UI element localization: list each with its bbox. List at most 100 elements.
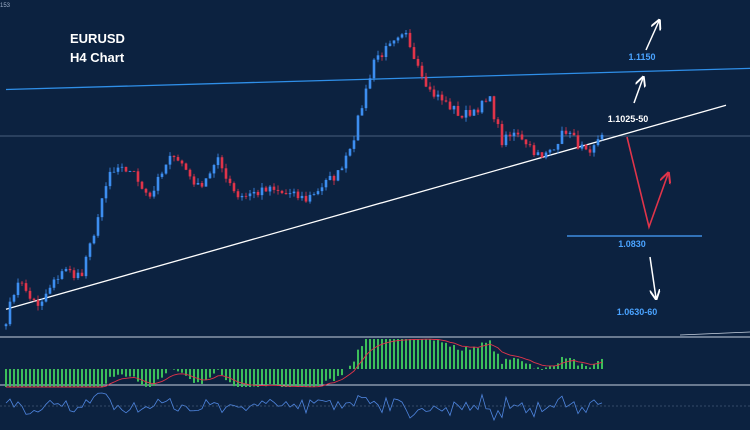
candle-body: [476, 109, 480, 113]
candle-body: [424, 76, 428, 87]
candle-body: [216, 157, 220, 166]
indicator-panels: [0, 331, 750, 422]
candle-body: [460, 115, 464, 118]
candle-body: [128, 171, 132, 172]
candle-body: [8, 301, 12, 325]
candle-body: [292, 191, 296, 194]
macd-signal-line: [6, 338, 603, 388]
up-arrow: [633, 78, 643, 104]
candle-body: [80, 272, 84, 277]
candle-body: [108, 171, 112, 187]
candle-body: [248, 193, 252, 197]
candle-body: [592, 145, 596, 153]
level-label: 1.0630-60: [617, 307, 658, 317]
candle-body: [300, 195, 304, 199]
candle-body: [88, 243, 92, 257]
candle-body: [520, 134, 524, 140]
candle-body: [372, 59, 376, 79]
candle-body: [28, 290, 32, 299]
candle-body: [64, 268, 68, 272]
level-label: 1.1025-50: [608, 114, 649, 124]
candle-body: [556, 143, 560, 150]
oscillator-line: [5, 392, 603, 422]
level-label: 1.1150: [628, 52, 655, 62]
candle-body: [560, 130, 564, 144]
candle-body: [596, 139, 600, 146]
candle-body: [356, 115, 360, 141]
candle-body: [12, 295, 16, 302]
candle-body: [200, 183, 204, 187]
candle-body: [168, 155, 172, 165]
candle-body: [420, 65, 424, 77]
candle-body: [72, 270, 76, 278]
chart-subtitle: H4 Chart: [70, 50, 125, 65]
candle-body: [548, 149, 552, 153]
candle-body: [584, 144, 588, 150]
candle-body: [4, 324, 8, 327]
candle-body: [396, 37, 400, 41]
candle-body: [232, 183, 236, 192]
candle-body: [180, 160, 184, 164]
candle-body: [552, 149, 556, 151]
candle-body: [212, 165, 216, 174]
candle-body: [344, 155, 348, 169]
candle-body: [24, 283, 28, 291]
down-up-arrow: [626, 136, 668, 230]
candle-body: [244, 195, 248, 197]
candle-body: [68, 268, 72, 271]
candle-body: [492, 96, 496, 120]
candle-body: [204, 178, 208, 187]
candle-body: [472, 109, 476, 116]
candle-body: [320, 187, 324, 192]
candle-body: [600, 134, 604, 140]
candle-body: [568, 132, 572, 134]
candle-body: [496, 119, 500, 125]
candle-body: [36, 300, 40, 306]
candle-body: [456, 106, 460, 116]
candle-body: [60, 271, 64, 279]
candle-body: [164, 164, 168, 174]
candle-body: [148, 192, 152, 197]
candle-body: [504, 134, 508, 146]
candle-body: [100, 198, 104, 218]
candle-body: [236, 191, 240, 198]
candle-body: [276, 189, 280, 191]
candle-body: [488, 96, 492, 102]
candle-body: [352, 140, 356, 149]
candle-body: [20, 282, 24, 284]
candle-body: [220, 157, 224, 169]
candle-body: [260, 187, 264, 196]
candle-body: [312, 194, 316, 195]
candle-body: [184, 163, 188, 170]
candle-body: [484, 100, 488, 102]
candle-body: [444, 100, 448, 102]
candle-body: [252, 191, 256, 194]
trend-lines: [0, 67, 750, 310]
candle-body: [136, 171, 140, 182]
candle-body: [340, 168, 344, 171]
candle-body: [284, 193, 288, 195]
up-arrow: [645, 21, 659, 51]
candle-body: [540, 152, 544, 158]
candle-body: [524, 139, 528, 145]
candle-body: [436, 94, 440, 97]
candle-body: [140, 181, 144, 189]
candle-body: [116, 167, 120, 172]
candle-body: [144, 188, 148, 193]
candle-body: [304, 195, 308, 202]
candle-body: [516, 132, 520, 135]
candle-body: [532, 145, 536, 156]
candle-body: [388, 43, 392, 47]
candle-body: [192, 176, 196, 185]
candle-body: [152, 190, 156, 197]
candle-body: [52, 279, 56, 288]
candle-body: [132, 171, 136, 172]
candle-body: [96, 217, 100, 236]
candle-body: [452, 106, 456, 110]
candle-body: [528, 144, 532, 146]
candle-body: [268, 186, 272, 192]
candle-body: [48, 287, 52, 294]
candle-body: [256, 191, 260, 196]
